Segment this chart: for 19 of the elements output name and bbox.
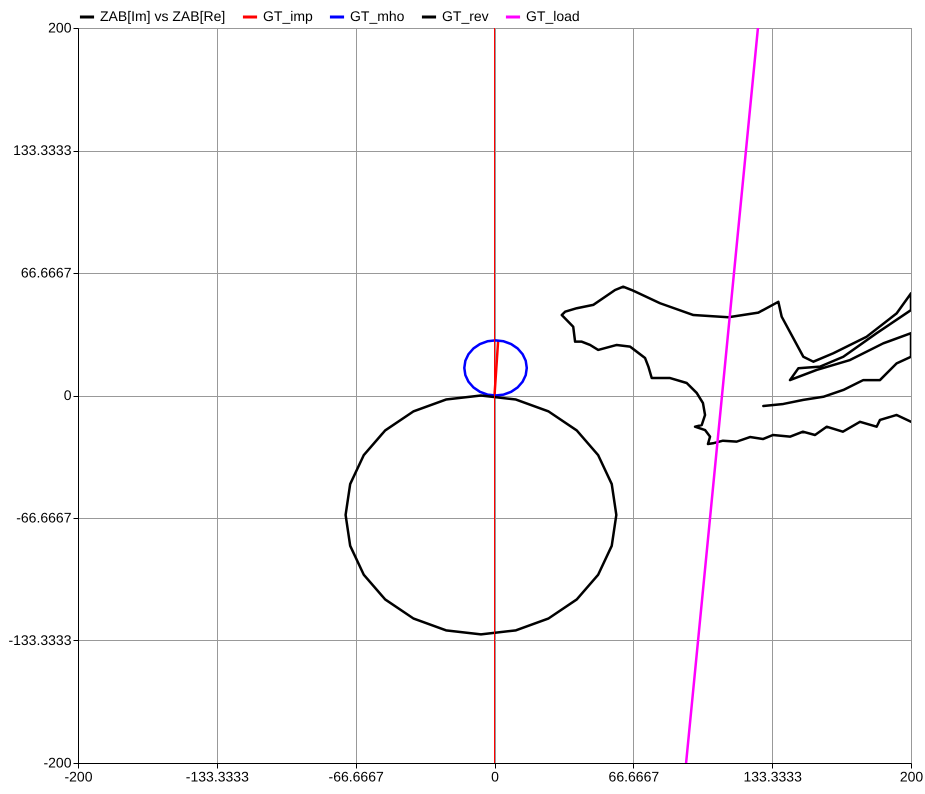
legend-label: ZAB[Im] vs ZAB[Re] — [100, 8, 226, 24]
y-tick-label: 0 — [64, 387, 72, 403]
legend-label: GT_load — [526, 8, 580, 24]
x-tick-label: -66.6667 — [328, 768, 384, 784]
x-tick-label: 133.3333 — [743, 768, 802, 784]
y-tick-label: 133.3333 — [13, 142, 72, 158]
y-tick-label: -133.3333 — [8, 632, 72, 648]
y-tick-label: -66.6667 — [16, 510, 72, 526]
y-tick-label: 66.6667 — [20, 264, 72, 280]
legend-label: GT_imp — [263, 8, 313, 24]
legend-label: GT_mho — [350, 8, 405, 24]
x-tick-label: -133.3333 — [186, 768, 250, 784]
y-tick-label: 200 — [48, 20, 72, 36]
y-tick-label: -200 — [43, 754, 72, 770]
x-tick-label: 200 — [900, 768, 924, 784]
x-tick-label: -200 — [64, 768, 93, 784]
x-tick-label: 0 — [491, 768, 500, 784]
legend-label: GT_rev — [442, 8, 489, 24]
x-tick-label: 66.6667 — [608, 768, 660, 784]
